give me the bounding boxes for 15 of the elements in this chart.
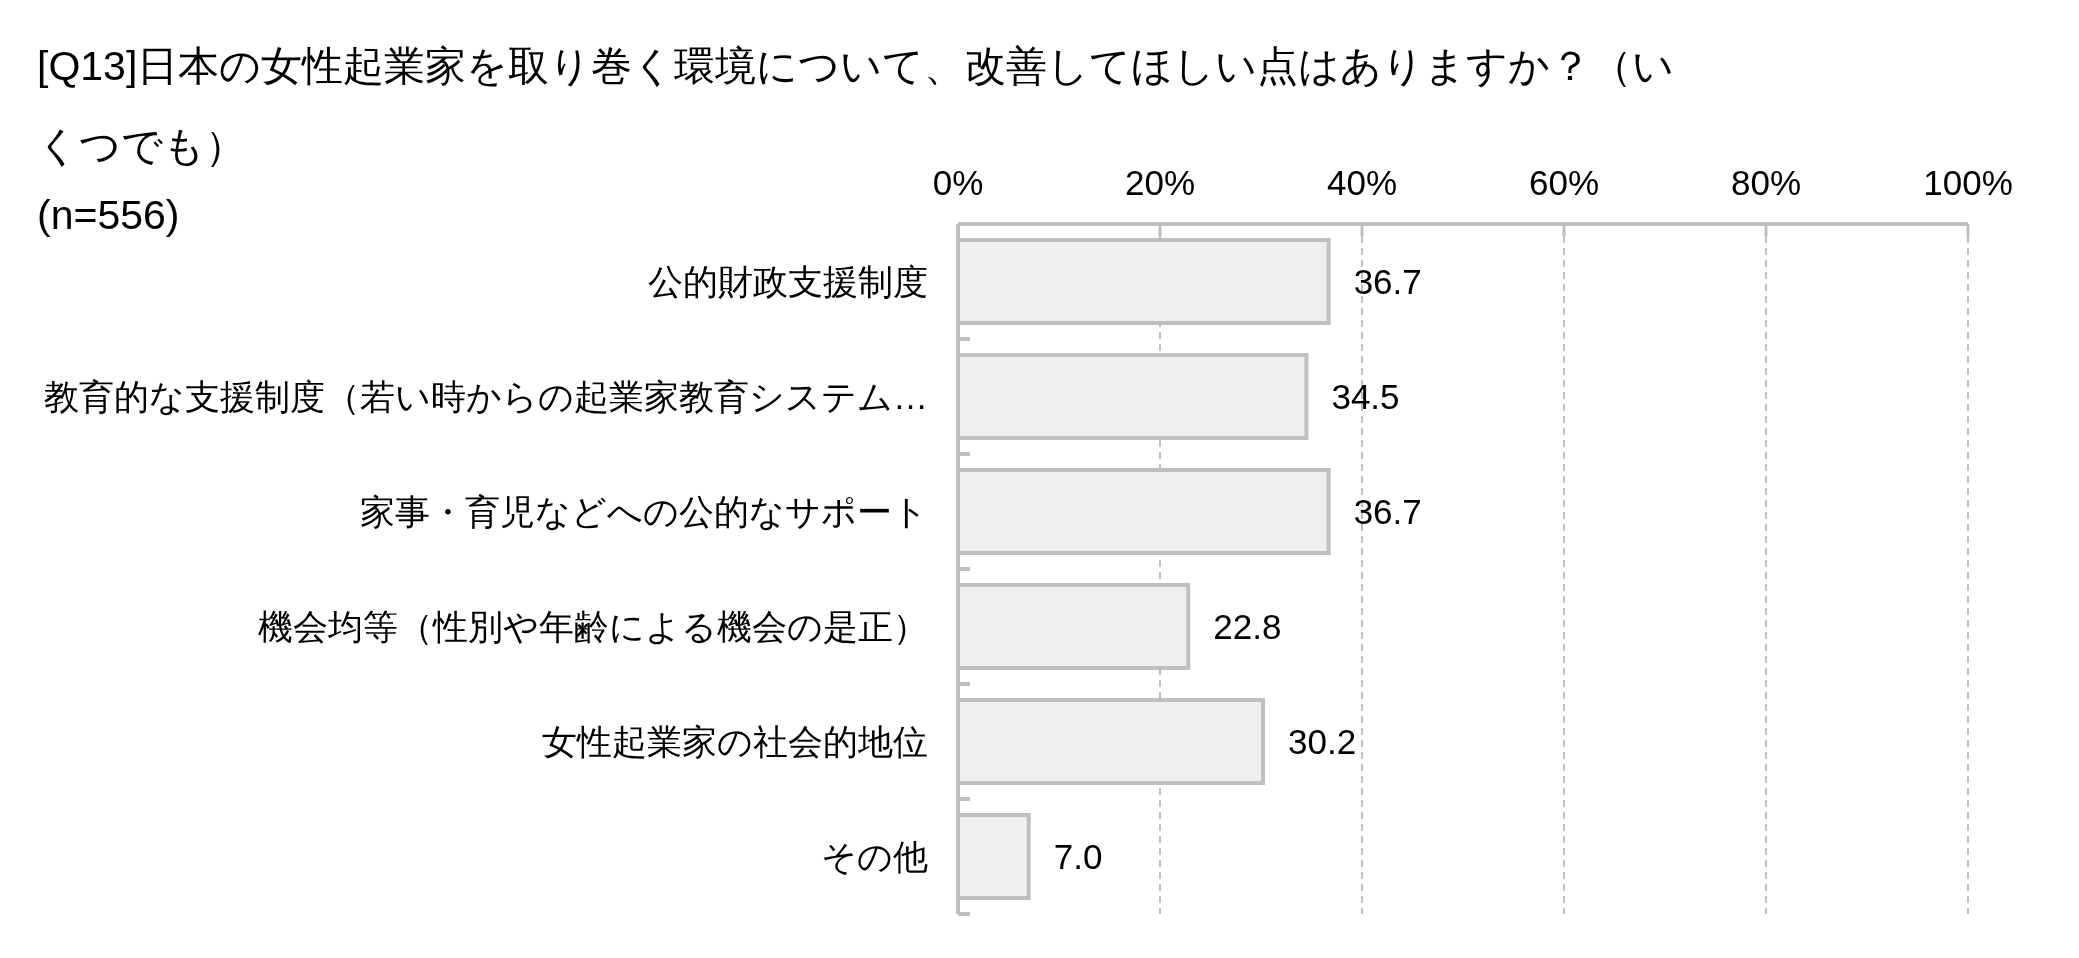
data-label: 34.5	[1331, 377, 1400, 417]
data-label: 36.7	[1353, 492, 1422, 532]
y-tick-label: 家事・育児などへの公的なサポート	[360, 492, 928, 531]
y-tick-label: その他	[821, 837, 928, 876]
data-label: 22.8	[1213, 607, 1282, 647]
y-tick-label: 女性起業家の社会的地位	[542, 722, 928, 761]
y-tick-label: 機会均等（性別や年齢による機会の是正）	[258, 607, 928, 646]
data-label: 30.2	[1288, 722, 1357, 762]
x-tick-label: 100%	[1923, 162, 2013, 202]
data-label: 36.7	[1353, 262, 1422, 302]
y-tick-label: 公的財政支援制度	[648, 262, 928, 301]
x-tick-label: 80%	[1730, 162, 1802, 202]
y-tick-label: 教育的な支援制度（若い時からの起業家教育システム…	[44, 377, 928, 416]
data-label: 7.0	[1053, 837, 1103, 877]
text: (n=556)	[37, 191, 180, 240]
